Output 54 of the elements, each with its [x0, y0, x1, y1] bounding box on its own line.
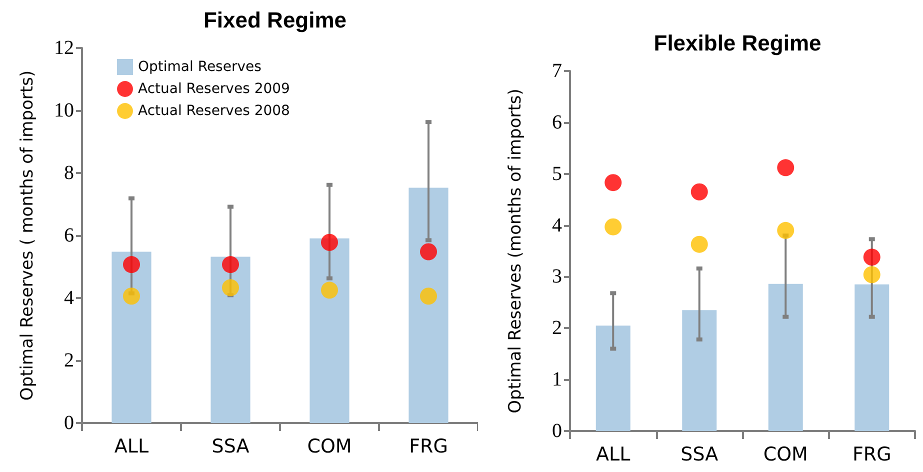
y-tick-label: 8 — [64, 162, 74, 184]
point — [222, 256, 239, 274]
point — [863, 266, 880, 284]
bar — [408, 188, 448, 423]
point — [321, 234, 338, 251]
y-tick-label: 12 — [54, 37, 74, 59]
y-axis-title: Optimal Reserves ( months of imports) — [18, 70, 38, 401]
legend-label: Actual Reserves 2009 — [138, 81, 290, 97]
x-tick-label: ALL — [114, 436, 149, 458]
x-tick-label: COM — [763, 444, 808, 466]
point — [690, 236, 708, 253]
point — [123, 288, 140, 305]
bar — [210, 256, 250, 423]
point — [420, 288, 437, 305]
point — [321, 282, 338, 299]
y-tick-label: 10 — [54, 100, 74, 122]
y-tick-label: 0 — [64, 412, 74, 434]
y-tick-label: 6 — [552, 111, 562, 134]
point — [604, 174, 622, 192]
bar — [854, 284, 890, 431]
x-tick-label: ALL — [596, 444, 631, 466]
point — [777, 222, 794, 239]
x-tick-label: SSA — [680, 444, 718, 466]
x-tick-label: FRG — [852, 444, 892, 466]
bar — [112, 252, 152, 423]
point — [222, 279, 239, 296]
point — [123, 256, 140, 274]
chart-title: Flexible Regime — [654, 30, 822, 56]
chart-title: Fixed Regime — [203, 8, 347, 32]
bar — [682, 310, 717, 431]
y-tick-label: 2 — [552, 317, 562, 340]
y-axis-title: Optimal Reserves (months of imports) — [506, 88, 526, 414]
y-tick-label: 1 — [552, 368, 562, 391]
point — [863, 248, 880, 266]
point — [690, 183, 708, 200]
legend-label: Optimal Reserves — [138, 59, 262, 75]
x-tick-label: COM — [307, 436, 352, 458]
y-tick-label: 4 — [552, 214, 562, 236]
y-tick-label: 6 — [64, 224, 74, 246]
bar — [310, 238, 350, 423]
x-tick-label: FRG — [409, 436, 448, 458]
y-tick-label: 3 — [552, 266, 562, 288]
point — [777, 159, 794, 176]
y-tick-label: 5 — [552, 162, 562, 185]
point — [420, 243, 437, 260]
bar — [596, 326, 630, 431]
legend-label: Actual Reserves 2008 — [138, 103, 290, 119]
x-tick-label: SSA — [212, 436, 250, 458]
y-tick-label: 7 — [552, 60, 562, 82]
y-tick-label: 0 — [552, 420, 562, 442]
point — [604, 218, 622, 236]
bar — [768, 284, 803, 431]
y-tick-label: 2 — [64, 350, 74, 372]
y-tick-label: 4 — [64, 287, 74, 309]
